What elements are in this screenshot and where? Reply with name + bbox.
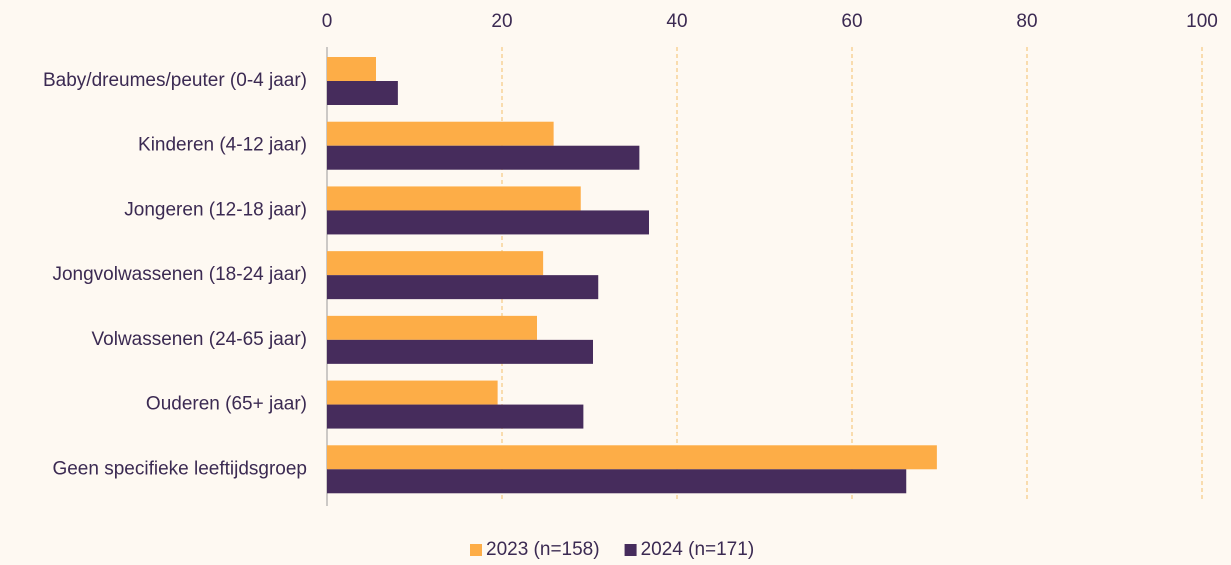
x-tick-label: 60	[841, 11, 862, 32]
x-tick-label: 100	[1186, 11, 1218, 32]
bar	[327, 315, 537, 340]
bar	[327, 469, 907, 494]
bar	[327, 121, 554, 146]
bar	[327, 275, 599, 300]
legend-label: 2024 (n=171)	[641, 539, 755, 560]
bar	[327, 251, 544, 276]
bar	[327, 445, 937, 470]
y-tick-label: Geen specifieke leeftijdsgroep	[52, 458, 307, 479]
x-tick-label: 80	[1016, 11, 1037, 32]
y-tick-label: Kinderen (4-12 jaar)	[138, 135, 307, 156]
legend-swatch	[624, 544, 637, 556]
legend-swatch	[470, 544, 482, 556]
bar	[327, 145, 640, 170]
y-tick-label: Ouderen (65+ jaar)	[146, 394, 307, 415]
bar	[327, 81, 398, 105]
y-tick-label: Jongeren (12-18 jaar)	[124, 199, 307, 220]
x-tick-label: 20	[491, 11, 512, 32]
bar	[327, 404, 584, 429]
y-tick-label: Volwassenen (24-65 jaar)	[92, 329, 307, 350]
x-tick-label: 0	[322, 11, 333, 32]
bar	[327, 57, 376, 81]
legend-label: 2023 (n=158)	[486, 539, 600, 560]
y-tick-label: Baby/dreumes/peuter (0-4 jaar)	[43, 70, 307, 91]
bar	[327, 186, 581, 211]
bar	[327, 380, 498, 405]
x-tick-label: 40	[666, 11, 687, 32]
y-tick-label: Jongvolwassenen (18-24 jaar)	[52, 264, 307, 285]
bar	[327, 339, 593, 364]
bar	[327, 210, 649, 235]
